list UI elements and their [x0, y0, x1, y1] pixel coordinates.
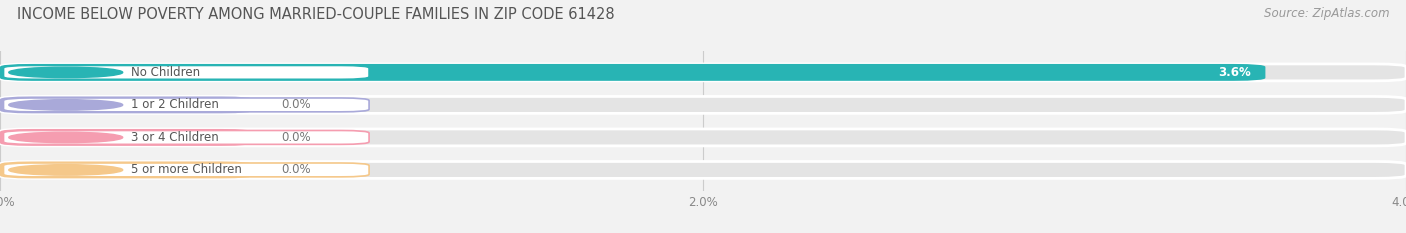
Circle shape: [8, 67, 122, 78]
Text: No Children: No Children: [132, 66, 201, 79]
Text: Source: ZipAtlas.com: Source: ZipAtlas.com: [1264, 7, 1389, 20]
FancyBboxPatch shape: [0, 161, 1406, 178]
FancyBboxPatch shape: [3, 65, 368, 79]
Circle shape: [8, 100, 122, 110]
Text: 1 or 2 Children: 1 or 2 Children: [132, 98, 219, 111]
Text: 3 or 4 Children: 3 or 4 Children: [132, 131, 219, 144]
Text: 5 or more Children: 5 or more Children: [132, 163, 242, 176]
Text: 0.0%: 0.0%: [281, 163, 311, 176]
FancyBboxPatch shape: [3, 98, 368, 112]
Circle shape: [8, 132, 122, 143]
Text: 0.0%: 0.0%: [281, 131, 311, 144]
Circle shape: [8, 165, 122, 175]
FancyBboxPatch shape: [0, 96, 253, 113]
FancyBboxPatch shape: [3, 163, 368, 177]
FancyBboxPatch shape: [0, 96, 1406, 113]
FancyBboxPatch shape: [0, 64, 1265, 81]
Text: 0.0%: 0.0%: [281, 98, 311, 111]
FancyBboxPatch shape: [0, 129, 1406, 146]
FancyBboxPatch shape: [0, 161, 253, 178]
Text: 3.6%: 3.6%: [1219, 66, 1251, 79]
Text: INCOME BELOW POVERTY AMONG MARRIED-COUPLE FAMILIES IN ZIP CODE 61428: INCOME BELOW POVERTY AMONG MARRIED-COUPL…: [17, 7, 614, 22]
FancyBboxPatch shape: [0, 129, 253, 146]
FancyBboxPatch shape: [3, 130, 368, 144]
FancyBboxPatch shape: [0, 64, 1406, 81]
